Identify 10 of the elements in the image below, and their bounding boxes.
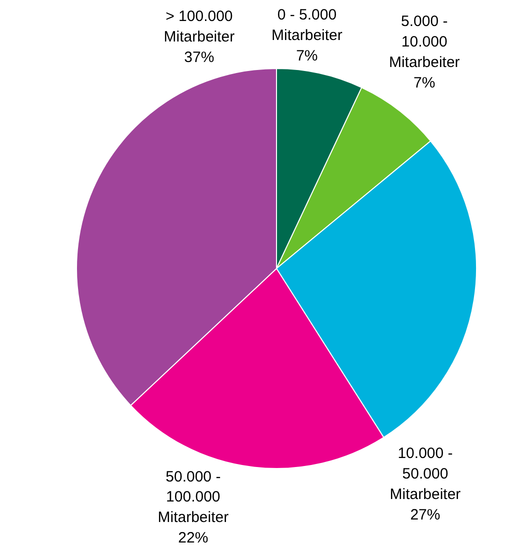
slice-label: 10.000 - 50.000 Mitarbeiter bbox=[390, 445, 461, 503]
slice-label: 50.000 - 100.000 Mitarbeiter bbox=[158, 468, 229, 526]
data-label: 7% bbox=[414, 74, 436, 92]
slice-label: 5.000 - 10.000 Mitarbeiter bbox=[388, 13, 460, 71]
data-label: 37% bbox=[184, 48, 214, 66]
data-label: 27% bbox=[410, 506, 440, 524]
data-label: 22% bbox=[178, 529, 208, 546]
data-label: 7% bbox=[296, 47, 318, 64]
slice-label: 0 - 5.000 Mitarbeiter bbox=[272, 6, 342, 44]
slice-label: > 100.000 Mitarbeiter bbox=[164, 8, 235, 46]
